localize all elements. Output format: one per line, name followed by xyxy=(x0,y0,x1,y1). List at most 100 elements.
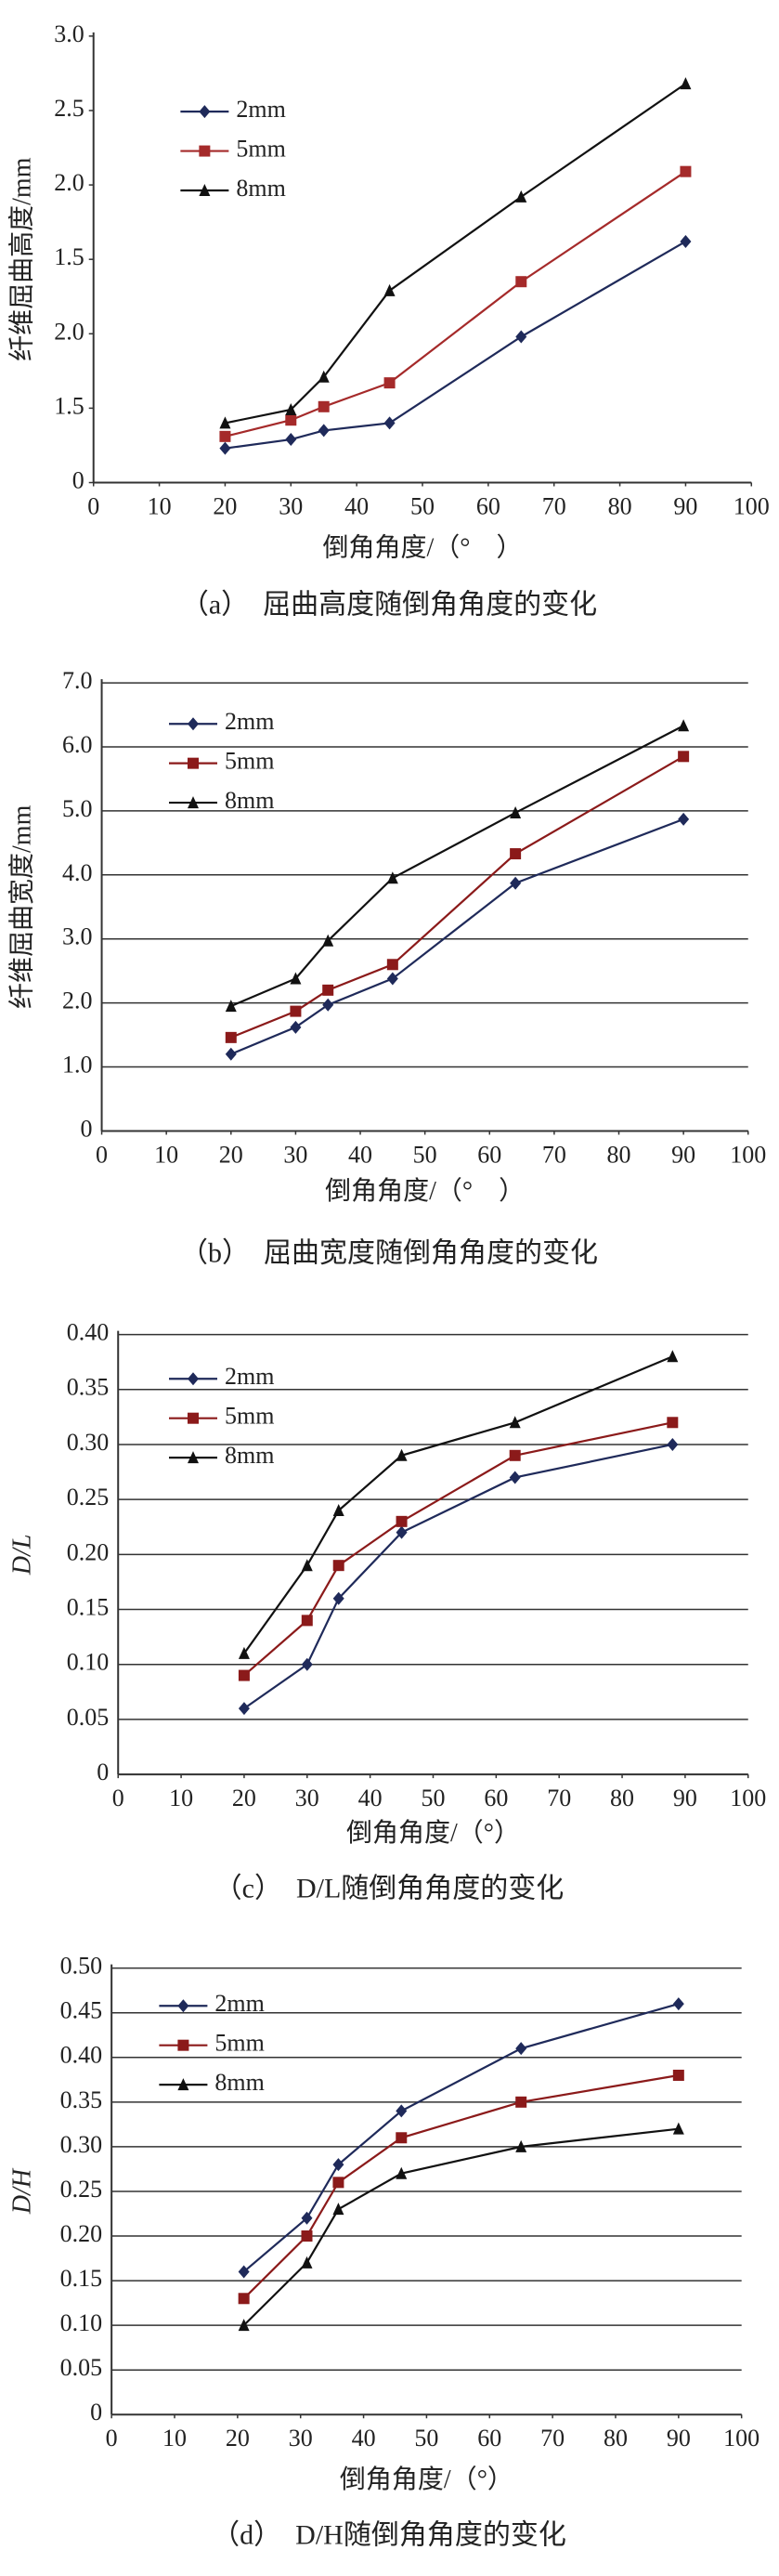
y-tick-label: 0.10 xyxy=(67,1649,110,1676)
data-point xyxy=(332,1591,344,1605)
legend-label: 8mm xyxy=(214,2069,264,2096)
data-point xyxy=(396,1525,408,1539)
y-tick-label: 0.10 xyxy=(60,2309,103,2336)
x-tick-label: 20 xyxy=(232,1785,256,1811)
series-line xyxy=(243,1443,673,1709)
data-point xyxy=(322,934,334,947)
y-tick-label: 0.25 xyxy=(60,2176,103,2203)
data-point xyxy=(290,1020,302,1034)
x-tick-label: 0 xyxy=(87,492,99,519)
series-line xyxy=(242,2127,679,2326)
legend-marker xyxy=(199,105,211,119)
data-point xyxy=(322,984,334,996)
x-tick-label: 50 xyxy=(421,1785,445,1811)
x-tick-label: 70 xyxy=(547,1785,571,1811)
series-line xyxy=(242,2003,680,2273)
x-tick-label: 80 xyxy=(610,1785,634,1811)
y-tick-label: 1.5 xyxy=(54,243,84,270)
x-tick-label: 100 xyxy=(730,1141,766,1168)
x-tick-label: 80 xyxy=(604,2425,628,2452)
x-axis-label: 倒角角度/（°） xyxy=(340,2465,513,2494)
caption: （d） D/H随倒角角度的变化 xyxy=(212,2520,566,2551)
y-tick-label: 5.0 xyxy=(62,795,93,822)
series-line xyxy=(242,2073,680,2300)
data-point xyxy=(238,1646,250,1659)
legend-label: 2mm xyxy=(225,708,274,735)
legend-marker xyxy=(177,2078,189,2091)
y-tick-label: 0.30 xyxy=(67,1429,110,1456)
caption: （a） 屈曲高度随倒角角度的变化 xyxy=(181,590,597,621)
legend-marker xyxy=(188,1372,200,1386)
y-tick-label: 0 xyxy=(90,2399,102,2426)
data-point xyxy=(678,719,690,732)
x-tick-label: 20 xyxy=(213,492,237,519)
y-tick-label: 0.40 xyxy=(60,2042,103,2069)
data-point xyxy=(383,283,396,296)
y-tick-label: 0.35 xyxy=(60,2086,103,2113)
data-point xyxy=(396,1448,408,1461)
legend-label: 2mm xyxy=(236,96,285,123)
x-tick-label: 10 xyxy=(162,2425,187,2452)
data-point xyxy=(515,2139,527,2152)
data-point xyxy=(672,1997,684,2011)
data-point xyxy=(396,2166,408,2179)
data-point xyxy=(396,1515,408,1527)
series-line xyxy=(230,755,684,1039)
x-tick-label: 90 xyxy=(671,1141,695,1168)
x-tick-label: 100 xyxy=(734,492,770,519)
x-tick-label: 40 xyxy=(358,1785,383,1811)
y-tick-label: 1.0 xyxy=(62,1052,93,1079)
x-tick-label: 60 xyxy=(477,2425,501,2452)
legend-marker xyxy=(188,1451,200,1464)
y-axis-label: D/H xyxy=(7,2167,36,2215)
data-point xyxy=(285,433,297,447)
x-tick-label: 40 xyxy=(352,2425,376,2452)
data-point xyxy=(332,1503,344,1516)
y-tick-label: 4.0 xyxy=(62,859,93,886)
data-point xyxy=(672,2069,684,2081)
data-point xyxy=(515,330,527,344)
data-point xyxy=(301,1559,313,1572)
x-tick-label: 40 xyxy=(348,1141,372,1168)
legend-marker xyxy=(177,2039,189,2051)
y-axis-label: 纤维屈曲宽度/mm xyxy=(6,804,36,1009)
x-tick-label: 90 xyxy=(667,2425,691,2452)
x-tick-label: 90 xyxy=(673,492,697,519)
y-tick-label: 0.05 xyxy=(60,2354,103,2381)
data-point xyxy=(509,1416,521,1429)
y-tick-label: 0.30 xyxy=(60,2131,103,2158)
data-point xyxy=(667,1437,679,1451)
x-tick-label: 50 xyxy=(413,1141,437,1168)
data-point xyxy=(672,2122,684,2135)
data-point xyxy=(332,1560,344,1572)
x-tick-label: 60 xyxy=(477,1141,501,1168)
data-point xyxy=(301,1657,313,1671)
legend-marker xyxy=(199,145,211,157)
x-tick-label: 90 xyxy=(673,1785,697,1811)
y-tick-label: 0 xyxy=(72,466,84,493)
y-tick-label: 0.20 xyxy=(60,2220,103,2247)
legend-label: 5mm xyxy=(225,1403,274,1430)
data-point xyxy=(510,876,522,890)
data-point xyxy=(515,190,527,203)
x-axis-label: 倒角角度/（° ） xyxy=(323,532,523,562)
data-point xyxy=(386,959,398,971)
legend-label: 8mm xyxy=(225,787,274,814)
x-tick-label: 60 xyxy=(484,1785,508,1811)
caption: （c） D/L随倒角角度的变化 xyxy=(214,1873,565,1903)
data-point xyxy=(332,2177,344,2189)
data-point xyxy=(680,234,692,248)
x-tick-label: 20 xyxy=(226,2425,250,2452)
y-tick-label: 2.0 xyxy=(54,318,84,345)
legend-label: 2mm xyxy=(214,1990,264,2017)
data-point xyxy=(667,1417,679,1429)
x-tick-label: 60 xyxy=(476,492,500,519)
y-tick-label: 6.0 xyxy=(62,731,93,758)
data-point xyxy=(332,2158,344,2172)
data-point xyxy=(301,2256,313,2269)
legend-label: 8mm xyxy=(236,175,285,202)
data-point xyxy=(285,402,297,415)
data-point xyxy=(509,1449,521,1461)
y-tick-label: 0.15 xyxy=(60,2265,103,2292)
y-axis-label: 纤维屈曲高度/mm xyxy=(6,157,36,361)
